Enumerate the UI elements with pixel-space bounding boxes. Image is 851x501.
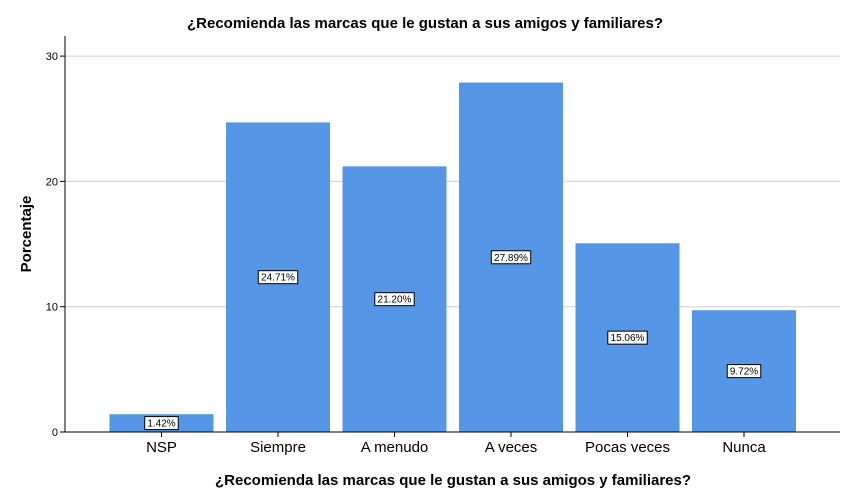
chart-title: ¿Recomienda las marcas que le gustan a s…: [187, 15, 663, 32]
x-tick-labels: NSP Siempre A menudo A veces Pocas veces Nunc…: [146, 432, 766, 456]
y-tick-labels: 0 10 20 30: [46, 51, 65, 439]
data-label: 15.06%: [611, 333, 645, 344]
x-tick-label: NSP: [146, 439, 177, 456]
data-label-box: [490, 250, 532, 265]
x-axis-title: ¿Recomienda las marcas que le gustan a s…: [215, 472, 691, 489]
x-tick-label: Nunca: [722, 439, 766, 456]
x-tick-label: A veces: [485, 439, 538, 456]
data-labels: 1.42% 24.71% 21.20% 27.89% 15.06% 9.72%: [144, 250, 762, 431]
x-tick-label: Siempre: [250, 439, 306, 456]
data-label-box: [257, 270, 299, 285]
y-axis-title: Porcentaje: [18, 196, 35, 273]
data-label-box: [374, 292, 415, 307]
gridlines: [65, 55, 840, 308]
x-tick-label: Pocas veces: [585, 439, 670, 456]
data-label-box: [144, 416, 179, 431]
data-label-box: [607, 330, 648, 345]
data-label: 27.89%: [494, 253, 528, 264]
data-label: 9.72%: [730, 367, 758, 378]
data-label: 21.20%: [378, 295, 412, 306]
data-label: 24.71%: [261, 273, 295, 284]
bars: [109, 82, 796, 432]
y-tick-label: 0: [52, 427, 58, 439]
data-label: 1.42%: [147, 419, 175, 430]
y-tick-label: 30: [46, 51, 58, 63]
y-tick-label: 10: [46, 302, 58, 314]
x-tick-label: A menudo: [361, 439, 429, 456]
data-label-box: [726, 364, 762, 379]
y-tick-label: 20: [46, 176, 58, 188]
